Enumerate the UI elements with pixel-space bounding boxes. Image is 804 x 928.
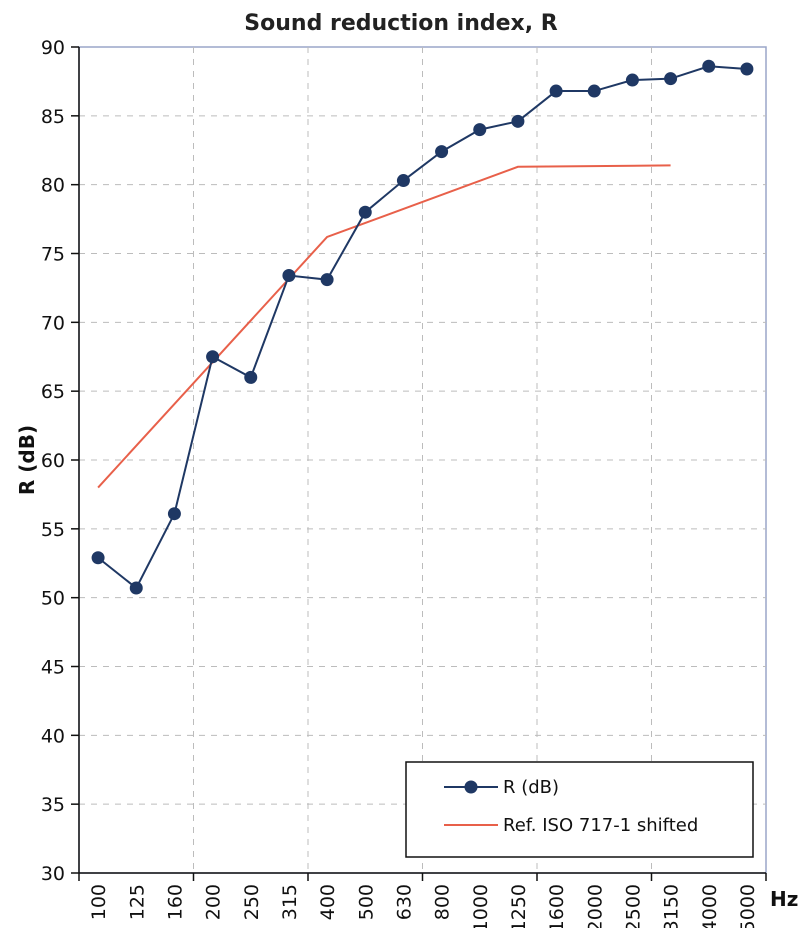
data-point-r-db: [358, 205, 372, 219]
data-point-r-db: [129, 581, 143, 595]
y-tick-label: 55: [41, 519, 65, 541]
y-axis-label: R (dB): [15, 425, 39, 495]
y-tick-label: 70: [41, 312, 65, 334]
y-tick-label: 80: [41, 175, 65, 197]
x-tick-label: 500: [355, 884, 377, 920]
series-layer: [91, 59, 754, 595]
data-point-r-db: [282, 269, 296, 283]
legend-marker-r-db: [464, 780, 478, 794]
x-tick-label: 800: [432, 884, 454, 920]
data-point-r-db: [244, 370, 258, 384]
axis-layer: 30 35 40 45 50 55 60 65 70 75 80 85 90 100 125 160 200 25…: [41, 37, 767, 928]
y-tick-label: 90: [41, 37, 65, 59]
data-point-r-db: [549, 84, 563, 98]
data-point-r-db: [435, 145, 449, 159]
data-point-r-db: [740, 62, 754, 76]
x-tick-label: 4000: [699, 884, 721, 928]
y-tick-label: 40: [41, 725, 65, 747]
x-tick-label: 2500: [622, 884, 644, 928]
legend-box: [405, 761, 754, 858]
data-point-r-db: [473, 123, 487, 137]
data-point-r-db: [320, 273, 334, 287]
series-line-iso-ref: [97, 164, 671, 489]
x-tick-label: 250: [241, 884, 263, 920]
x-tick-label: 2000: [584, 884, 606, 928]
x-tick-label: 315: [279, 884, 301, 920]
x-axis-unit-label: Hz: [770, 887, 798, 911]
x-tick-label: 1250: [508, 884, 530, 928]
data-point-r-db: [396, 174, 410, 188]
y-tick-label: 35: [41, 794, 65, 816]
data-point-r-db: [91, 551, 105, 565]
x-tick-label: 400: [317, 884, 339, 920]
x-tick-label: 200: [203, 884, 225, 920]
y-tick-label: 60: [41, 450, 65, 472]
data-point-r-db: [167, 507, 181, 521]
x-tick-label: 630: [393, 884, 415, 920]
x-tick-label: 1000: [470, 884, 492, 928]
y-tick-label: 75: [41, 244, 65, 266]
legend-label-iso-ref: Ref. ISO 717-1 shifted: [503, 815, 698, 836]
y-tick-label: 30: [41, 863, 65, 885]
data-point-r-db: [625, 73, 639, 87]
y-tick-label: 45: [41, 657, 65, 679]
legend-label-r-db: R (dB): [503, 777, 559, 798]
data-point-r-db: [587, 84, 601, 98]
grid-layer: [79, 47, 766, 873]
legend: R (dB) Ref. ISO 717-1 shifted: [405, 761, 754, 858]
x-tick-label: 160: [164, 884, 186, 920]
x-tick-label: 125: [126, 884, 148, 920]
x-tick-label: 100: [88, 884, 110, 920]
chart-title: Sound reduction index, R: [244, 11, 557, 36]
x-tick-label: 3150: [661, 884, 683, 928]
data-point-r-db: [511, 114, 525, 128]
plot-area: 30 35 40 45 50 55 60 65 70 75 80 85 90 100 125 160 200 25…: [41, 37, 767, 928]
x-tick-label: 1600: [546, 884, 568, 928]
data-point-r-db: [702, 59, 716, 73]
y-tick-label: 50: [41, 588, 65, 610]
y-tick-label: 85: [41, 106, 65, 128]
data-point-r-db: [664, 72, 678, 86]
y-tick-label: 65: [41, 381, 65, 403]
data-point-r-db: [206, 350, 220, 364]
x-tick-label: 5000: [737, 884, 759, 928]
